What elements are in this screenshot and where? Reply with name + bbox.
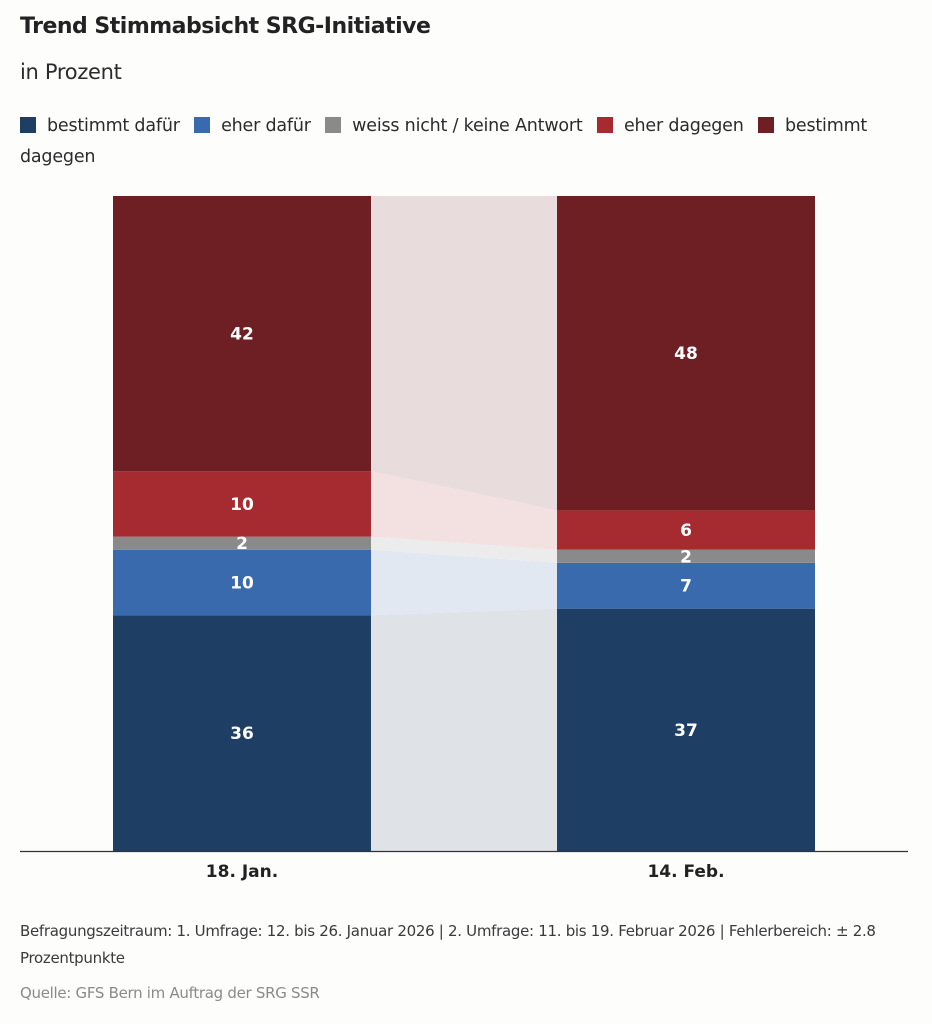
legend-label: eher dafür xyxy=(221,116,311,136)
connector-4 xyxy=(371,196,557,511)
bar-segment-1-0 xyxy=(557,608,815,851)
legend-swatch xyxy=(20,117,36,133)
data-label-1-4: 48 xyxy=(674,344,698,364)
data-label-1-0: 37 xyxy=(674,721,698,741)
connector-2 xyxy=(371,536,557,563)
legend-label: bestimmt dagegen xyxy=(20,116,868,167)
legend-swatch xyxy=(194,117,211,133)
legend-item-eher-dafuer: eher dafür xyxy=(194,116,311,136)
legend-label: eher dagegen xyxy=(623,116,744,136)
chart-title: Trend Stimmabsicht SRG-Initiative xyxy=(20,14,431,39)
data-label-1-3: 6 xyxy=(680,521,692,541)
bar-segment-1-3 xyxy=(557,510,815,550)
bars xyxy=(113,196,815,851)
bar-segment-1-2 xyxy=(557,549,815,563)
bar-segment-1-1 xyxy=(557,562,815,609)
chart-subtitle: in Prozent xyxy=(20,60,122,84)
legend-swatch xyxy=(596,117,613,133)
data-label-0-4: 42 xyxy=(230,325,254,345)
legend-item-bestimmt-dagegen: bestimmt dagegen xyxy=(20,116,867,167)
source-note: Quelle: GFS Bern im Auftrag der SRG SSR xyxy=(20,984,320,1002)
data-label-1-2: 2 xyxy=(680,547,692,567)
data-label-0-1: 10 xyxy=(230,573,254,593)
survey-note: Befragungszeitraum: 1. Umfrage: 12. bis … xyxy=(20,922,876,967)
connector-0 xyxy=(371,608,557,851)
bar-segment-0-4 xyxy=(113,196,371,472)
legend-item-weiss-nicht: weiss nicht / keine Antwort xyxy=(325,116,583,136)
bar-segment-0-0 xyxy=(113,615,371,851)
x-tick-label-0: 18. Jan. xyxy=(206,862,278,882)
x-tick-label-1: 14. Feb. xyxy=(647,862,724,882)
data-label-0-0: 36 xyxy=(230,724,254,744)
legend-label: bestimmt dafür xyxy=(47,116,180,136)
legend: bestimmt dafür eher dafür weiss nicht / … xyxy=(20,111,900,173)
connector-1 xyxy=(371,549,557,616)
bar-segment-1-4 xyxy=(557,196,815,511)
legend-swatch xyxy=(325,117,342,133)
bar-segment-0-3 xyxy=(113,471,371,537)
legend-item-bestimmt-dafuer: bestimmt dafür xyxy=(20,116,180,136)
connector-3 xyxy=(371,471,557,550)
data-label-0-2: 2 xyxy=(236,534,248,554)
bar-segment-0-1 xyxy=(113,549,371,616)
bar-labels: 36 10 2 10 42 37 7 2 6 48 xyxy=(230,325,698,745)
chart-area: 36 10 2 10 42 37 7 2 6 48 18. Jan. 14. Feb. xyxy=(20,196,908,882)
legend-swatch xyxy=(758,117,774,133)
data-label-1-1: 7 xyxy=(680,577,692,597)
connectors xyxy=(371,196,557,851)
bar-segment-0-2 xyxy=(113,536,371,550)
legend-label: weiss nicht / keine Antwort xyxy=(352,116,583,136)
legend-item-eher-dagegen: eher dagegen xyxy=(596,116,744,136)
data-label-0-3: 10 xyxy=(230,495,254,515)
